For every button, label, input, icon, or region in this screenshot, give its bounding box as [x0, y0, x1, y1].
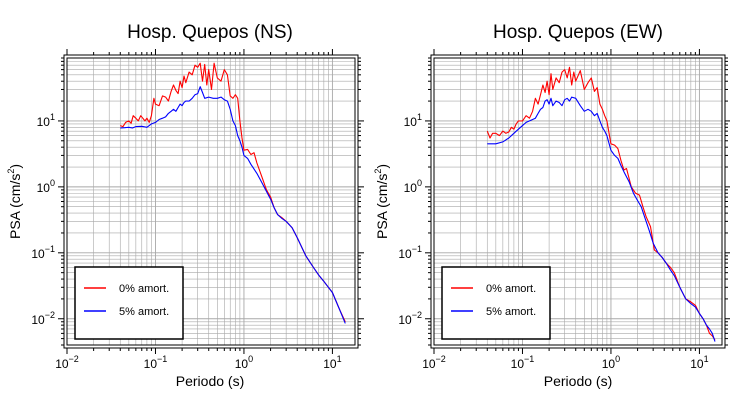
- chart-title: Hosp. Quepos (NS): [127, 22, 293, 43]
- x-tick-label-base: 10: [235, 357, 249, 371]
- y-tick-label-exp: 1: [50, 112, 55, 122]
- x-tick-label: 10−2: [422, 354, 446, 371]
- y-tick-label-exp: −1: [412, 244, 422, 254]
- x-tick-label-exp: 1: [704, 354, 709, 364]
- y-tick-label-base: 10: [404, 181, 418, 195]
- x-axis-label: Periodo (s): [544, 373, 612, 389]
- x-tick-label: 101: [690, 354, 708, 371]
- x-tick-label-base: 10: [55, 357, 69, 371]
- y-axis-label-sup: 2: [6, 169, 16, 174]
- legend-label-0: 0% amort.: [486, 283, 536, 295]
- y-tick-label-base: 10: [398, 247, 412, 261]
- legend-box: [441, 266, 551, 340]
- y-tick-label-base: 10: [31, 313, 45, 327]
- x-tick-label-base: 10: [323, 357, 337, 371]
- y-tick-label-base: 10: [398, 313, 412, 327]
- x-tick-label-base: 10: [511, 357, 525, 371]
- legend-box: [74, 266, 184, 340]
- tick-marks: [425, 49, 730, 354]
- y-tick-label-exp: 1: [417, 112, 422, 122]
- y-axis-label-sup: 2: [373, 169, 383, 174]
- y-axis-label-main: PSA (cm/s: [374, 174, 390, 239]
- y-tick-label: 10−1: [31, 244, 55, 261]
- legend-label-1: 5% amort.: [119, 306, 169, 318]
- x-tick-label: 10−1: [511, 354, 535, 371]
- x-tick-label: 100: [602, 354, 620, 371]
- x-axis-label: Periodo (s): [176, 373, 244, 389]
- x-tick-label-base: 10: [144, 357, 158, 371]
- legend: 0% amort. 5% amort.: [441, 266, 551, 340]
- y-tick-label-exp: −1: [45, 244, 55, 254]
- x-tick-label-exp: 0: [615, 354, 620, 364]
- y-tick-label: 100: [37, 178, 55, 195]
- y-tick-label-base: 10: [404, 115, 418, 129]
- x-tick-label-exp: 0: [248, 354, 253, 364]
- legend: 0% amort. 5% amort.: [74, 266, 184, 340]
- x-tick-label-base: 10: [602, 357, 616, 371]
- x-tick-label-exp: −2: [69, 354, 79, 364]
- series-line-1: [487, 96, 716, 342]
- y-tick-label: 10−2: [31, 310, 55, 327]
- x-tick-label: 10−2: [55, 354, 79, 371]
- series-group: [486, 66, 716, 342]
- x-tick-label-exp: −1: [157, 354, 167, 364]
- y-tick-label-exp: 0: [417, 178, 422, 188]
- y-tick-label: 101: [37, 112, 55, 129]
- plot-frame: [433, 57, 723, 346]
- x-tick-label: 101: [323, 354, 341, 371]
- x-tick-label-exp: −1: [524, 354, 534, 364]
- y-tick-label-base: 10: [31, 247, 45, 261]
- y-axis-label-close: ): [7, 164, 23, 169]
- legend-label-1: 5% amort.: [486, 306, 536, 318]
- x-tick-label: 100: [235, 354, 253, 371]
- series-group: [120, 62, 346, 324]
- y-axis-label-main: PSA (cm/s: [7, 174, 23, 239]
- series-line-1: [120, 86, 346, 324]
- chart-title: Hosp. Quepos (EW): [493, 22, 663, 43]
- x-tick-label-base: 10: [690, 357, 704, 371]
- legend-label-0: 0% amort.: [119, 283, 169, 295]
- grid: [434, 58, 722, 345]
- y-axis-label: PSA (cm/s2): [373, 164, 390, 239]
- y-tick-label: 101: [404, 112, 422, 129]
- y-tick-label-exp: 0: [50, 178, 55, 188]
- y-axis-label: PSA (cm/s2): [6, 164, 23, 239]
- y-tick-label: 10−2: [398, 310, 422, 327]
- x-tick-label: 10−1: [144, 354, 168, 371]
- y-axis-label-close: ): [374, 164, 390, 169]
- y-tick-label: 100: [404, 178, 422, 195]
- y-tick-label-exp: −2: [45, 310, 55, 320]
- plot-frame: [66, 57, 356, 346]
- y-tick-label-exp: −2: [412, 310, 422, 320]
- y-tick-label-base: 10: [37, 115, 51, 129]
- tick-marks: [58, 49, 364, 354]
- y-tick-label: 10−1: [398, 244, 422, 261]
- y-tick-label-base: 10: [37, 181, 51, 195]
- x-tick-label-exp: 1: [337, 354, 342, 364]
- x-tick-label-base: 10: [422, 357, 436, 371]
- x-tick-label-exp: −2: [436, 354, 446, 364]
